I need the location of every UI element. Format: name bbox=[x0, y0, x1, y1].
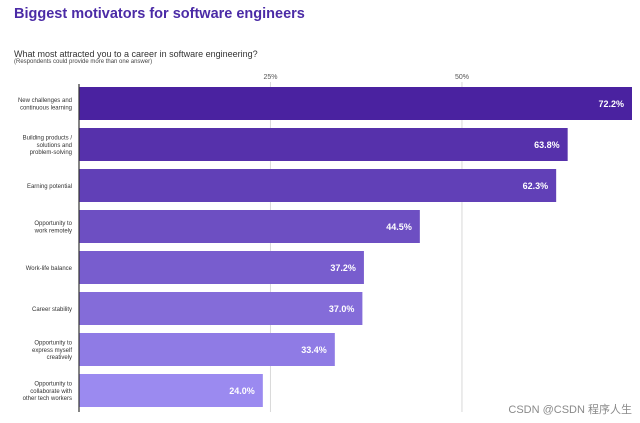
tick-label-50: 50% bbox=[455, 74, 469, 81]
category-label-0-line-0: New challenges and bbox=[18, 98, 72, 104]
bar-1 bbox=[79, 128, 568, 161]
tick-label-25: 25% bbox=[263, 74, 277, 81]
category-label-7-line-1: collaborate with bbox=[30, 389, 72, 395]
chart-note: (Respondents could provide more than one… bbox=[14, 59, 153, 65]
category-label-6-line-0: Opportunity to bbox=[34, 341, 72, 347]
bar-value-label-6: 33.4% bbox=[301, 345, 327, 355]
bar-value-label-1: 63.8% bbox=[534, 140, 560, 150]
category-label-1-line-0: Building products / bbox=[23, 136, 73, 142]
bar-value-label-7: 24.0% bbox=[229, 386, 255, 396]
bar-5 bbox=[79, 292, 363, 325]
category-label-0-line-1: continuous learning bbox=[20, 105, 72, 111]
category-label-7-line-0: Opportunity to bbox=[34, 382, 72, 388]
category-label-1-line-1: solutions and bbox=[37, 143, 72, 149]
chart-question: What most attracted you to a career in s… bbox=[14, 49, 258, 59]
category-label-2-line-0: Earning potential bbox=[27, 184, 72, 190]
category-label-1-line-2: problem-solving bbox=[30, 150, 72, 156]
bar-0 bbox=[79, 87, 632, 120]
category-label-6-line-2: creatively bbox=[47, 355, 72, 361]
bar-3 bbox=[79, 210, 420, 243]
bar-7 bbox=[79, 374, 263, 407]
watermark: CSDN @CSDN 程序人生 bbox=[508, 404, 632, 416]
category-label-6-line-1: express myself bbox=[32, 348, 72, 354]
bar-4 bbox=[79, 251, 364, 284]
category-label-5-line-0: Career stability bbox=[32, 307, 72, 313]
category-label-3-line-1: work remotely bbox=[34, 228, 72, 234]
bar-value-label-4: 37.2% bbox=[330, 263, 356, 273]
category-label-4-line-0: Work-life balance bbox=[26, 266, 73, 272]
bar-value-label-3: 44.5% bbox=[386, 222, 412, 232]
bar-value-label-5: 37.0% bbox=[329, 304, 355, 314]
bar-value-label-0: 72.2% bbox=[598, 99, 624, 109]
category-label-7-line-2: other tech workers bbox=[23, 396, 72, 402]
bar-6 bbox=[79, 333, 335, 366]
bar-2 bbox=[79, 169, 557, 202]
category-label-3-line-0: Opportunity to bbox=[34, 221, 72, 227]
chart-title: Biggest motivators for software engineer… bbox=[14, 6, 305, 22]
bar-value-label-2: 62.3% bbox=[523, 181, 549, 191]
